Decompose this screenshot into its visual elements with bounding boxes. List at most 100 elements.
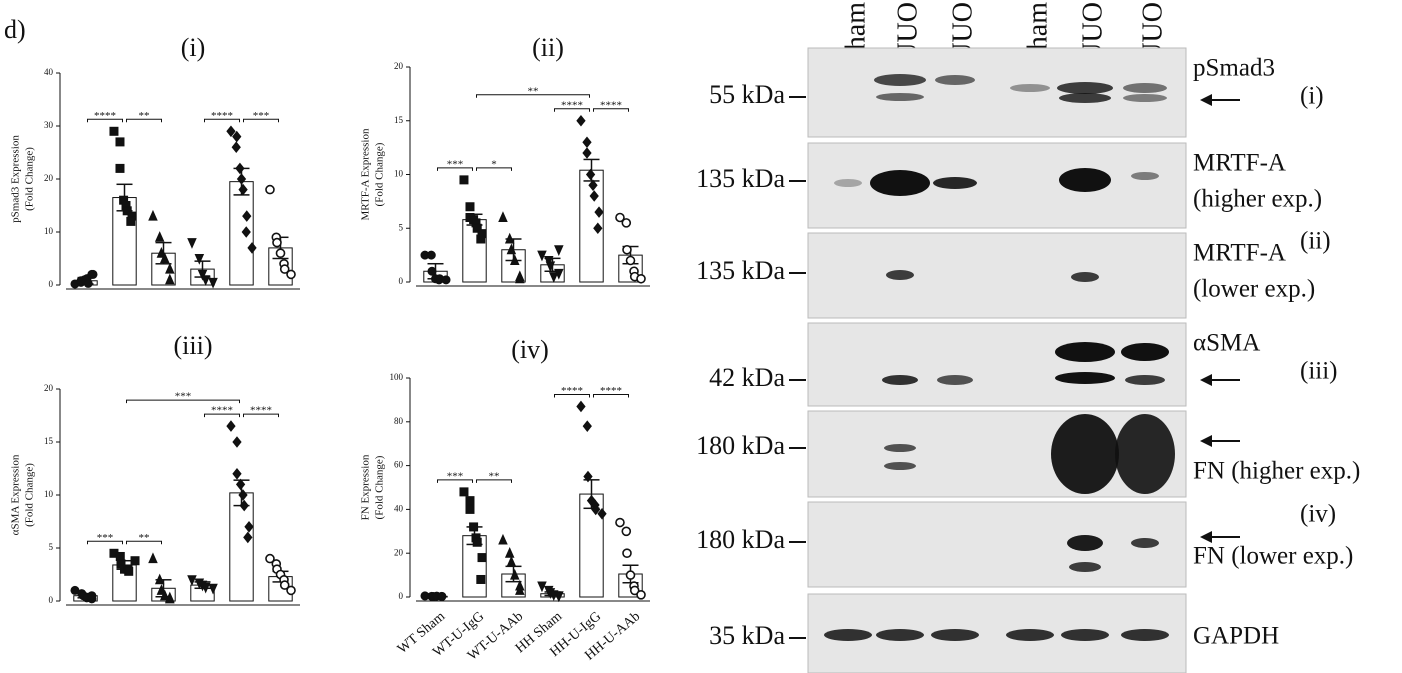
significance-bracket	[476, 167, 512, 171]
point	[476, 574, 486, 584]
blot-band	[1121, 343, 1169, 361]
point	[554, 245, 564, 256]
point	[545, 261, 556, 273]
significance-bracket	[87, 540, 123, 545]
point	[506, 243, 517, 255]
blot-band	[1006, 629, 1054, 641]
significance-label: ****	[250, 405, 272, 417]
point	[238, 489, 248, 501]
significance-bracket	[126, 540, 162, 545]
blot-band	[876, 629, 924, 641]
y-axis-label: MRTF-A Expression	[360, 128, 372, 220]
blot-band	[1055, 342, 1115, 362]
y-tick-label: 20	[44, 383, 54, 393]
significance-label: ***	[253, 110, 270, 122]
blot-band	[1123, 83, 1167, 93]
blot-band	[1131, 538, 1159, 548]
blot-strip	[807, 232, 1187, 319]
significance-bracket	[87, 118, 123, 123]
point	[109, 126, 119, 136]
significance-bracket	[593, 108, 629, 112]
kda-label: 135 kDa	[696, 164, 785, 193]
y-tick-label: 5	[49, 542, 54, 552]
point	[194, 254, 205, 265]
blot-band	[884, 462, 916, 470]
point	[509, 254, 520, 265]
point	[115, 551, 125, 561]
point	[187, 238, 197, 249]
point	[232, 130, 242, 143]
point	[465, 202, 475, 212]
blot-band	[870, 170, 930, 196]
blot-band	[1055, 372, 1115, 384]
blot-band	[834, 179, 862, 187]
significance-label: ****	[600, 99, 622, 111]
point	[124, 566, 134, 576]
point	[244, 520, 254, 533]
blot-band	[876, 93, 924, 101]
kda-label: 180 kDa	[696, 525, 785, 554]
y-tick-label: 20	[394, 61, 404, 71]
point	[286, 269, 296, 280]
row-label: MRTF-A	[1193, 240, 1286, 267]
blot-band	[1010, 84, 1050, 92]
point	[148, 209, 158, 221]
point	[506, 555, 517, 567]
chart-title: (i)	[181, 33, 206, 62]
point	[235, 478, 246, 491]
blot-band	[882, 375, 918, 385]
point	[588, 179, 598, 192]
row-label: (iv)	[1300, 501, 1336, 528]
row-label: MRTF-A	[1193, 150, 1286, 177]
point	[576, 400, 586, 413]
significance-label: ***	[447, 470, 464, 482]
point	[625, 255, 636, 266]
blot-strip	[807, 142, 1187, 229]
point	[159, 252, 170, 263]
significance-bracket	[126, 118, 162, 123]
point	[208, 583, 218, 595]
significance-label: ****	[561, 385, 583, 397]
blot-band	[1067, 535, 1103, 551]
blot-band	[824, 629, 872, 641]
point	[241, 226, 251, 238]
blot-band	[937, 375, 973, 385]
point	[582, 420, 592, 432]
significance-label: ****	[211, 405, 233, 417]
significance-bracket	[243, 413, 279, 418]
arrow-head	[1200, 374, 1212, 386]
y-tick-label: 100	[390, 372, 404, 382]
point	[130, 556, 140, 566]
point	[465, 496, 475, 506]
point	[472, 223, 482, 233]
row-label: GAPDH	[1193, 623, 1279, 650]
point	[265, 184, 275, 195]
point	[476, 234, 486, 244]
point	[159, 589, 170, 601]
point	[232, 436, 242, 448]
blot-band	[933, 177, 977, 189]
blot-band	[1057, 82, 1113, 94]
point	[83, 278, 93, 288]
point	[275, 248, 286, 258]
point	[548, 272, 559, 283]
blot-band	[1131, 172, 1159, 180]
y-axis-label: (Fold Change)	[374, 142, 386, 206]
point	[515, 272, 525, 284]
arrow-head	[1200, 435, 1212, 447]
y-axis-label: pSmad3 Expression	[10, 135, 22, 223]
significance-bracket	[437, 479, 473, 483]
y-tick-label: 10	[394, 169, 404, 179]
point	[239, 499, 249, 512]
point	[87, 269, 97, 279]
blot-band	[874, 74, 926, 86]
point	[226, 125, 236, 138]
significance-label: ****	[561, 99, 583, 111]
row-label: (lower exp.)	[1193, 276, 1315, 303]
point	[126, 216, 136, 226]
point	[615, 517, 625, 528]
chart-title: (iii)	[174, 331, 213, 360]
kda-label: 42 kDa	[709, 363, 785, 392]
